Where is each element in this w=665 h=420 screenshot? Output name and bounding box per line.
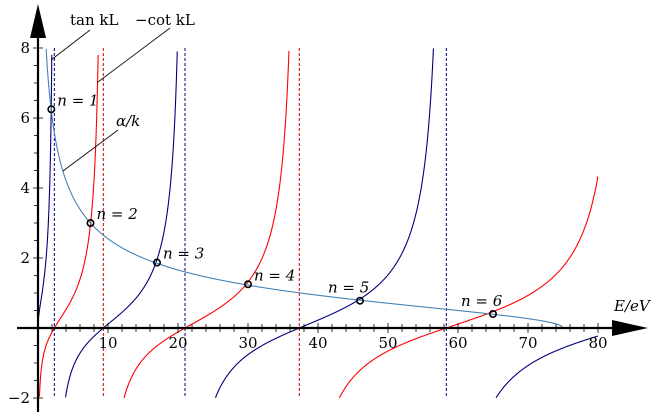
intersection-label: n = 5 [328,279,369,297]
series-cot-line [38,54,99,397]
intersection-label: n = 1 [57,91,98,109]
intersection-point [153,258,162,267]
x-axis-arrow [612,320,648,336]
x-tick-label: 20 [168,334,187,352]
intersection-label: n = 4 [254,266,295,284]
intersection-points: n = 1 n = 2 n = 3 n = 4 n = 5 n = 6 [47,91,503,318]
x-tick-label: 50 [378,334,397,352]
series-tan-line [214,48,434,398]
y-tick-label: 6 [20,109,30,127]
intersection-point [86,219,95,228]
series-alpha-k-line [45,48,564,328]
x-tick-label: 70 [518,334,537,352]
annotation-alpha-k: α/k [116,112,140,130]
intersection-point [488,309,497,318]
annotation-cot: −cot kL [135,11,195,29]
y-tick-label: 8 [20,39,30,57]
series-cot-line [123,50,290,399]
series-cot-line [338,176,599,399]
x-tick-label: 10 [98,334,117,352]
y-tick-label: 2 [20,249,30,267]
x-axis-label: E/eV [613,297,652,315]
intersection-label: n = 3 [163,245,204,263]
y-tick-label: −2 [8,389,30,407]
annotation-tan: tan kL [70,11,118,29]
axes [17,4,648,412]
intersection-point [244,280,253,289]
series-tan-line [64,51,178,398]
x-tick-label: 60 [448,334,467,352]
x-tick-label: 30 [238,334,257,352]
series-tan-line [495,335,599,399]
series-tan-line [37,54,53,325]
intersection-label: n = 6 [461,292,503,310]
annotations: tan kL −cot kL α/k [50,11,195,172]
intersection-label: n = 2 [97,205,138,223]
x-tick-label: 80 [588,334,607,352]
x-tick-label: 40 [308,334,327,352]
intersection-point [355,296,364,305]
curves [37,48,599,399]
ticks: 10 20 30 40 50 60 70 80 −2 2 4 6 8 [8,39,608,407]
y-axis-arrow [30,4,46,38]
y-tick-label: 4 [20,179,30,197]
intersection-point [47,105,56,114]
asymptotes [53,48,447,398]
